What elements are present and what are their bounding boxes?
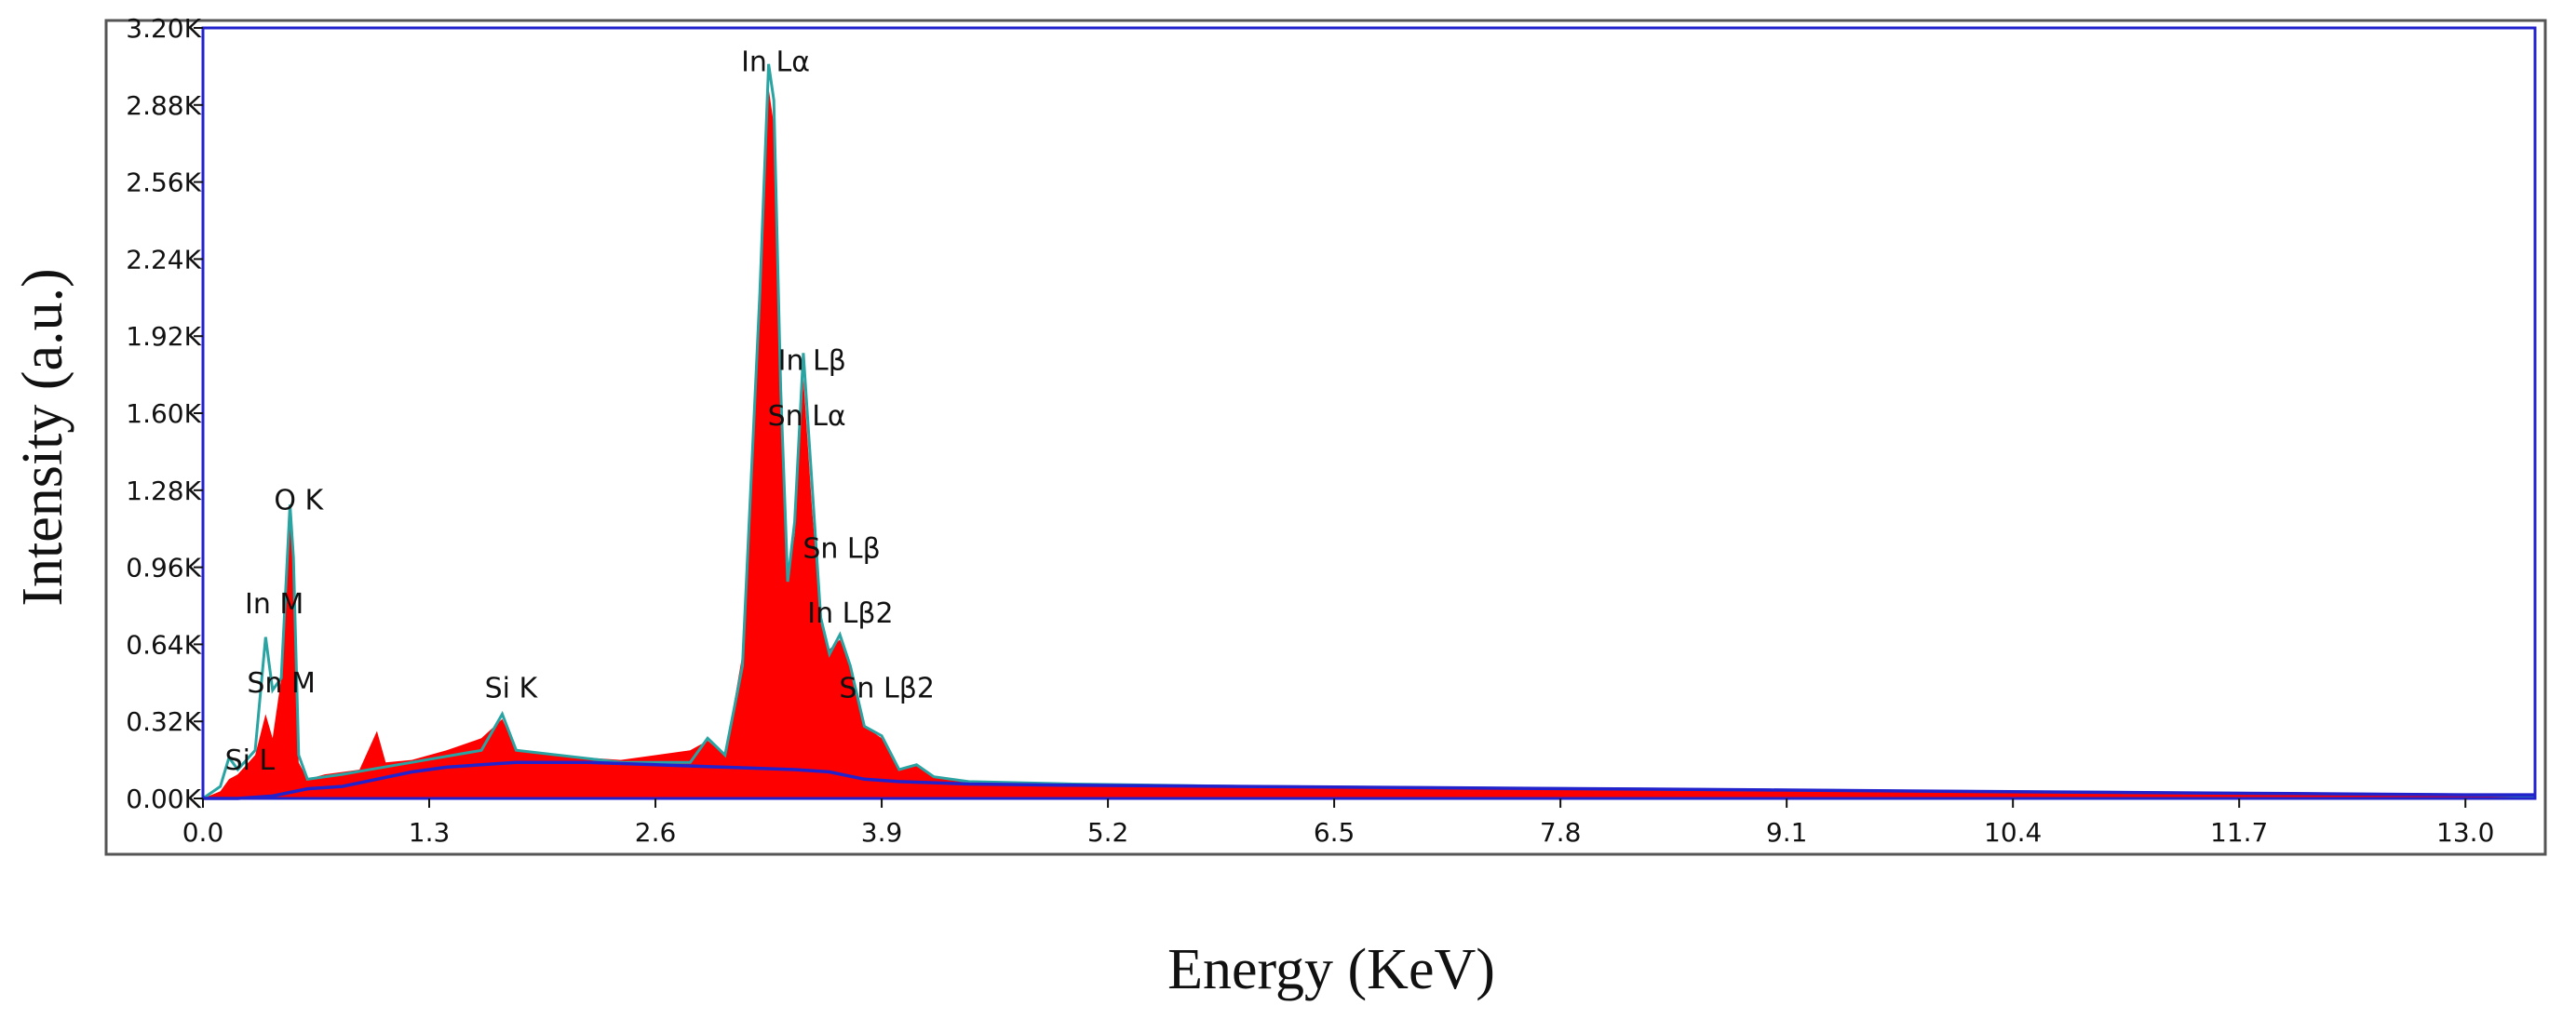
y-axis: 0.00K 0.32K 0.64K 0.96K 1.28K 1.60K 1.92K 2.24K…: [126, 13, 203, 814]
y-tick-label: 1.28K: [126, 476, 201, 506]
peak-label: Sn Lβ2: [839, 672, 935, 704]
x-tick-label: 1.3: [409, 817, 451, 848]
peak-label: O K: [274, 485, 324, 517]
y-tick-label: 1.92K: [126, 321, 201, 352]
series-layer: [202, 63, 2536, 800]
x-axis: 0.0 1.3 2.6 3.9 5.2 6.5 7.8 9.1 10.4 11.7 13.0: [182, 798, 2494, 848]
x-tick-label: 2.6: [635, 817, 677, 848]
peak-label: Sn M: [247, 667, 315, 700]
peak-label: Si K: [485, 672, 539, 704]
x-tick-label: 5.2: [1087, 817, 1129, 848]
y-tick-label: 2.24K: [126, 244, 201, 275]
x-tick-label: 0.0: [182, 817, 224, 848]
peak-label: In M: [245, 588, 303, 621]
y-tick-label: 3.20K: [126, 13, 201, 44]
outer-frame: [104, 19, 2547, 856]
x-tick-label: 9.1: [1766, 817, 1808, 848]
x-axis-title: Energy (KeV): [1167, 938, 1495, 1001]
y-tick-label: 0.64K: [126, 629, 201, 660]
peak-label: In Lα: [741, 47, 810, 79]
y-tick-label: 2.56K: [126, 168, 201, 198]
y-axis-title: Intensity (a.u.): [11, 268, 74, 606]
peak-label: Si L: [225, 744, 276, 777]
x-tick-label: 7.8: [1540, 817, 1582, 848]
peak-label: Sn Lβ: [802, 532, 880, 565]
peak-label: In Lβ2: [807, 597, 893, 630]
peak-label: Sn Lα: [768, 400, 846, 433]
x-tick-label: 6.5: [1314, 817, 1355, 848]
series-background-line: [203, 760, 2535, 800]
y-tick-label: 0.32K: [126, 706, 201, 737]
peak-annotations: In Lα In Lβ Sn Lα O K Sn Lβ In M In Lβ2 Sn M Si …: [225, 47, 935, 777]
series-spectrum-area: [203, 87, 2535, 798]
x-tick-label: 13.0: [2436, 817, 2494, 848]
x-tick-label: 3.9: [861, 817, 903, 848]
x-tick-label: 10.4: [1984, 817, 2042, 848]
y-tick-label: 1.60K: [126, 398, 201, 429]
x-tick-label: 11.7: [2210, 817, 2268, 848]
peak-label: In Lβ: [778, 344, 846, 377]
y-tick-label: 2.88K: [126, 90, 201, 121]
y-tick-label: 0.96K: [126, 553, 201, 583]
y-tick-label: 0.00K: [126, 784, 201, 814]
